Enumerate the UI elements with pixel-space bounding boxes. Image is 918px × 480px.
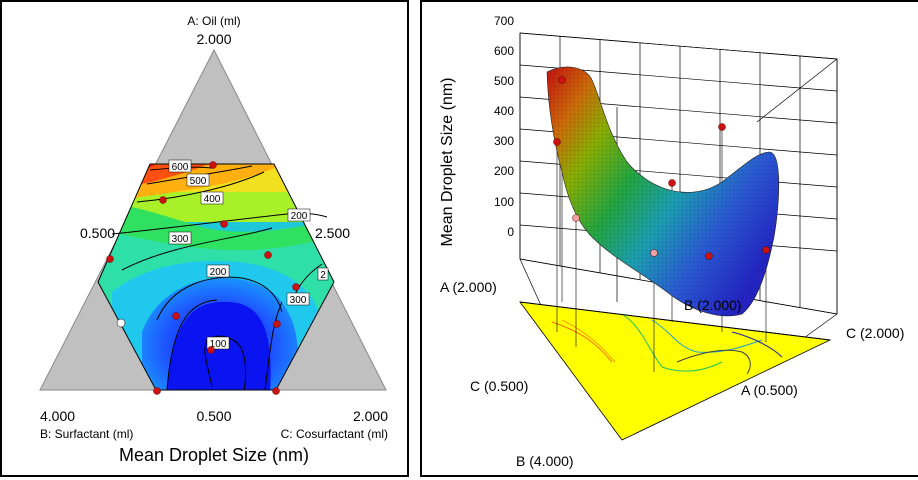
- edge-label-left: 0.500: [80, 225, 115, 241]
- edge-label-bottom: 0.500: [196, 408, 231, 424]
- axis-label-b-high: B (2.000): [684, 297, 742, 313]
- contour-label: 400: [204, 194, 221, 205]
- surface-3d-plot: 0 100 200 300 400 500 600 700 Mean Dropl…: [439, 14, 904, 469]
- surface-3d-panel: 0 100 200 300 400 500 600 700 Mean Dropl…: [420, 0, 918, 477]
- surface-points: [553, 76, 770, 260]
- vertex-label-bottom-left: B: Surfactant (ml): [40, 427, 133, 441]
- design-point: [292, 283, 300, 291]
- axis-label-c-high: C (2.000): [846, 325, 904, 341]
- axis-label-b-low: B (4.000): [516, 453, 574, 469]
- vertex-label-bottom-right: C: Cosurfactant (ml): [281, 427, 388, 441]
- contour-label: 200: [291, 211, 308, 222]
- floor-contours: [519, 301, 831, 375]
- axis-label-c-low: C (0.500): [470, 378, 528, 394]
- design-point: [159, 196, 167, 204]
- design-point: [172, 312, 180, 320]
- axis-label-a-high: A (2.000): [440, 279, 497, 295]
- contour-label: 600: [172, 162, 189, 173]
- edge-label-right: 2.500: [315, 225, 350, 241]
- ternary-contour-plot: 600 500 400 300 200 100 200 300 2 A:: [39, 14, 388, 465]
- design-point: [650, 249, 658, 257]
- design-point: [153, 387, 161, 395]
- design-point: [209, 161, 217, 169]
- z-tick-label: 700: [494, 14, 514, 28]
- design-point: [705, 252, 713, 260]
- vertex-label-top: A: Oil (ml): [187, 14, 240, 28]
- design-point: [207, 346, 215, 354]
- z-tick-label: 100: [494, 195, 514, 209]
- design-point: [668, 179, 676, 187]
- design-point: [220, 220, 228, 228]
- contour-label: 300: [172, 234, 189, 245]
- contour-label: 200: [210, 267, 227, 278]
- z-tick-labels: 0 100 200 300 400 500 600 700: [494, 14, 514, 239]
- vertex-value-bottom-left: 4.000: [40, 408, 75, 424]
- contour-label: 100: [210, 339, 227, 350]
- design-point-selected: [116, 318, 126, 328]
- ternary-contour-panel: 600 500 400 300 200 100 200 300 2 A:: [0, 0, 409, 477]
- design-point: [106, 255, 114, 263]
- z-tick-label: 0: [507, 225, 514, 239]
- vertex-value-top: 2.000: [196, 31, 231, 47]
- contour-label: 300: [290, 295, 307, 306]
- z-axis-label: Mean Droplet Size (nm): [439, 78, 456, 247]
- design-point: [553, 138, 561, 146]
- chart-title: Mean Droplet Size (nm): [119, 445, 309, 465]
- design-point: [572, 214, 580, 222]
- z-tick-label: 400: [494, 104, 514, 118]
- contour-label: 2: [320, 270, 326, 281]
- z-tick-label: 500: [494, 74, 514, 88]
- design-point: [762, 246, 770, 254]
- design-points: [106, 161, 300, 395]
- contour-labels: 600 500 400 300 200 100 200 300 2: [168, 159, 329, 350]
- vertex-value-bottom-right: 2.000: [353, 408, 388, 424]
- design-point: [272, 387, 280, 395]
- z-tick-label: 200: [494, 164, 514, 178]
- z-tick-label: 600: [494, 44, 514, 58]
- design-point: [558, 76, 566, 84]
- z-tick-label: 300: [494, 134, 514, 148]
- contour-label: 500: [190, 176, 207, 187]
- design-point: [264, 251, 272, 259]
- axis-label-a-low: A (0.500): [741, 382, 798, 398]
- design-point: [273, 320, 281, 328]
- design-point: [718, 123, 726, 131]
